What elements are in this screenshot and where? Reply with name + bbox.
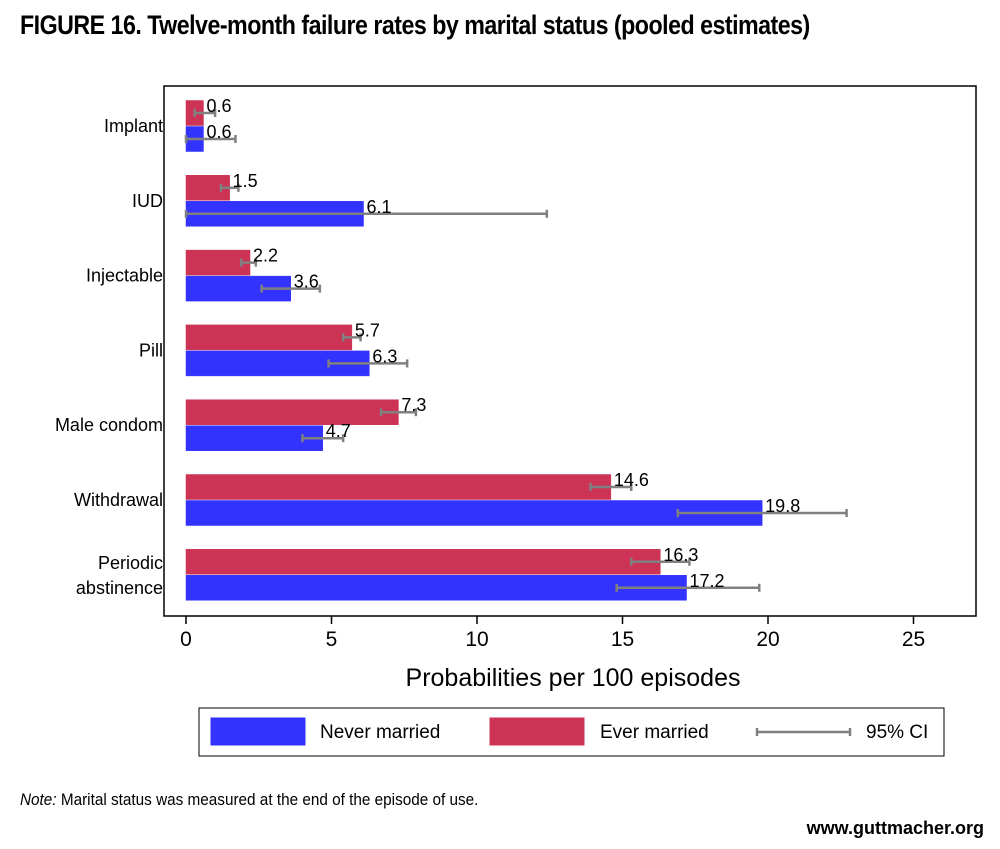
bar (185, 399, 399, 425)
data-label: 6.3 (372, 346, 397, 366)
data-label: 6.1 (367, 197, 392, 217)
bar-chart: Implant 0.6 0.6 IUD 1.5 6.1 Injectable 2.2 3.6 Pi… (55, 85, 977, 757)
x-axis: 0 5 10 15 20 25 (180, 616, 925, 651)
plot-frame (163, 85, 977, 617)
legend-swatch (489, 717, 585, 746)
data-label: 1.5 (233, 171, 258, 191)
legend-items: Never married Ever married 95% CI (210, 717, 928, 746)
source-url: www.guttmacher.org (806, 818, 984, 838)
data-label: 16.3 (663, 545, 698, 565)
data-label: 5.7 (355, 320, 380, 340)
x-tick-label: 20 (756, 628, 779, 651)
x-tick-label: 15 (611, 628, 634, 651)
data-label: 0.6 (206, 122, 231, 142)
category-label: Withdrawal (74, 490, 163, 510)
bar (185, 324, 353, 351)
data-label: 0.6 (206, 96, 231, 116)
data-label: 3.6 (294, 272, 319, 292)
x-tick-label: 10 (465, 628, 488, 651)
category-label-line: abstinence (76, 578, 163, 598)
x-tick-label: 0 (180, 628, 192, 651)
note-label: Note: (20, 790, 57, 809)
category-label: Injectable (86, 266, 163, 286)
bar (185, 425, 324, 451)
bar (185, 575, 687, 601)
figure-note: Note: Marital status was measured at the… (20, 790, 478, 810)
data-label: 7.3 (401, 395, 426, 415)
bar (185, 249, 251, 276)
category-label: Male condom (55, 415, 163, 435)
bars-layer: Implant 0.6 0.6 IUD 1.5 6.1 Injectable 2.2 3.6 Pi… (55, 96, 848, 601)
legend-label: Ever married (600, 722, 709, 743)
legend: Never married Ever married 95% CI (198, 707, 945, 757)
category-label: Implant (104, 116, 163, 136)
x-axis-label: Probabilities per 100 episodes (406, 664, 741, 692)
category-label: IUD (132, 191, 163, 211)
data-label: 14.6 (614, 470, 649, 490)
category-label: Periodic abstinence (76, 553, 163, 598)
x-tick-label: 25 (902, 628, 925, 651)
data-label: 2.2 (253, 246, 278, 266)
legend-swatch (210, 717, 306, 746)
bar (185, 549, 661, 575)
x-tick-label: 5 (326, 628, 338, 651)
figure-title: FIGURE 16. Twelve-month failure rates by… (20, 10, 810, 40)
legend-label: Never married (320, 722, 440, 743)
category-label-line: Periodic (98, 553, 163, 573)
data-label: 4.7 (326, 421, 351, 441)
data-label: 19.8 (765, 496, 800, 516)
legend-label: 95% CI (866, 722, 928, 743)
category-label: Pill (139, 340, 163, 360)
note-text: Marital status was measured at the end o… (60, 790, 479, 809)
data-label: 17.2 (690, 571, 725, 591)
bar (185, 474, 612, 500)
bar (185, 500, 763, 526)
